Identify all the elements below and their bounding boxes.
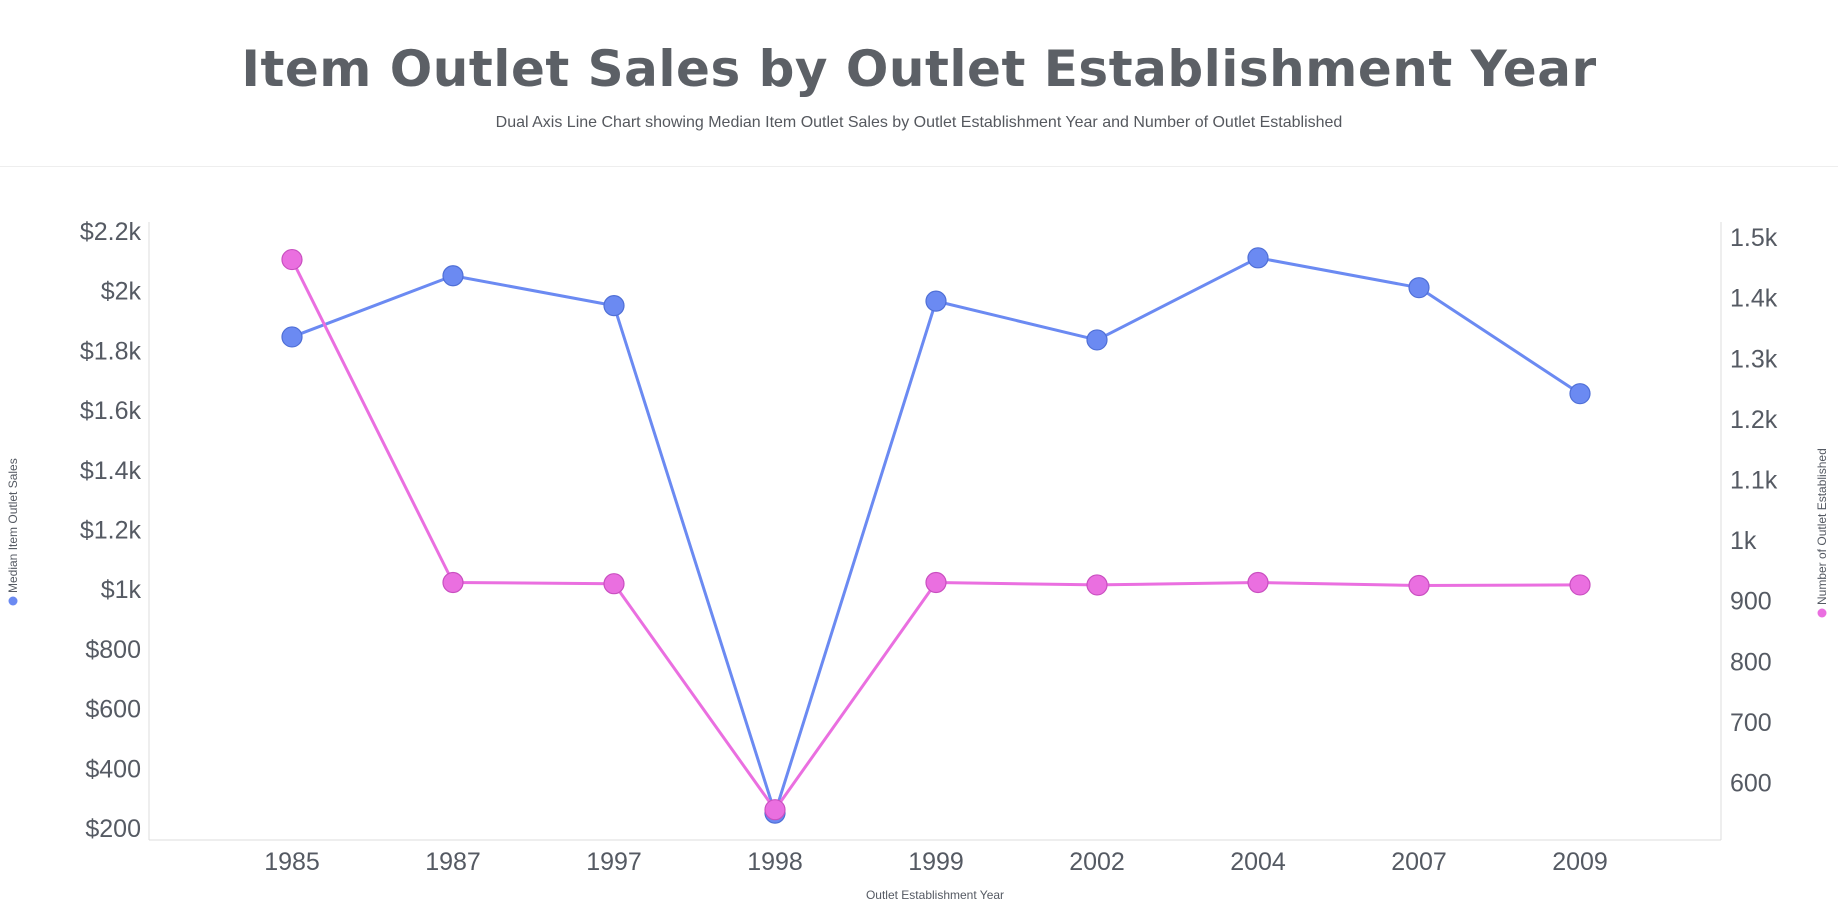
series-line-median-sales <box>291 256 1581 815</box>
left-y-axis-title: Median Item Outlet Sales <box>6 458 20 593</box>
series-line-outlet-count <box>290 258 1581 812</box>
left-y-tick-label: $1k <box>101 576 142 604</box>
chart-subtitle: Dual Axis Line Chart showing Median Item… <box>495 114 1343 131</box>
median-sales-point <box>442 265 464 287</box>
left-y-tick-label: $400 <box>85 755 141 783</box>
left-y-tick-label: $2k <box>101 278 142 306</box>
right-axis-legend-dot <box>1817 608 1827 618</box>
right-y-tick-label: 1.4k <box>1730 285 1778 313</box>
left-y-tick-label: $1.4k <box>80 457 142 485</box>
median-sales-point <box>1408 277 1430 299</box>
left-y-tick-label: $800 <box>85 636 141 664</box>
x-tick-label: 2002 <box>1069 848 1125 876</box>
right-y-tick-label: 1.1k <box>1730 467 1778 495</box>
x-tick-label: 2007 <box>1391 848 1447 876</box>
left-y-tick-label: $1.8k <box>80 337 142 365</box>
x-tick-label: 1987 <box>425 848 481 876</box>
median-sales-point <box>925 290 947 312</box>
outlet-count-point <box>1569 574 1591 596</box>
left-y-tick-label: $600 <box>85 696 141 724</box>
outlet-count-point <box>925 571 947 594</box>
outlet-count-point <box>1408 574 1430 597</box>
median-sales-point <box>281 326 303 348</box>
chart-header: Item Outlet Sales by Outlet Establishmen… <box>0 0 1838 167</box>
left-y-axis-title-group: Median Item Outlet Sales <box>6 458 20 606</box>
outlet-count-point <box>442 571 464 594</box>
x-axis-title: Outlet Establishment Year <box>866 888 1004 902</box>
median-sales-point <box>1086 329 1108 351</box>
outlet-count-point <box>603 573 625 595</box>
right-y-tick-label: 1.5k <box>1730 224 1778 252</box>
x-tick-label: 2004 <box>1230 848 1286 876</box>
right-y-tick-label: 1.2k <box>1730 406 1778 434</box>
median-sales-point <box>1247 247 1269 269</box>
right-y-axis-title-group: Number of Outlet Established <box>1815 448 1829 618</box>
left-y-tick-label: $1.6k <box>80 397 142 425</box>
right-y-tick-label: 1k <box>1730 527 1757 555</box>
right-y-tick-label: 800 <box>1730 648 1772 676</box>
right-y-tick-label: 600 <box>1730 769 1772 797</box>
left-y-tick-label: $2.2k <box>80 218 142 246</box>
x-tick-label: 1985 <box>264 848 320 876</box>
median-sales-point <box>603 294 625 317</box>
median-sales-point <box>1569 383 1591 405</box>
outlet-count-point <box>281 248 303 271</box>
chart-title: Item Outlet Sales by Outlet Establishmen… <box>241 40 1597 98</box>
outlet-count-point <box>1086 574 1108 596</box>
x-tick-label: 1998 <box>747 848 803 876</box>
outlet-count-point <box>1247 571 1269 594</box>
right-y-tick-label: 700 <box>1730 709 1772 737</box>
right-y-axis-title: Number of Outlet Established <box>1815 448 1829 605</box>
x-tick-label: 1997 <box>586 848 642 876</box>
right-y-tick-label: 900 <box>1730 588 1772 616</box>
outlet-count-point <box>764 799 786 821</box>
right-y-tick-label: 1.3k <box>1730 345 1778 373</box>
x-tick-label: 2009 <box>1552 848 1608 876</box>
left-y-tick-label: $1.2k <box>80 517 142 545</box>
left-y-tick-label: $200 <box>85 815 141 843</box>
x-tick-label: 1999 <box>908 848 964 876</box>
left-axis-legend-dot <box>8 596 18 606</box>
